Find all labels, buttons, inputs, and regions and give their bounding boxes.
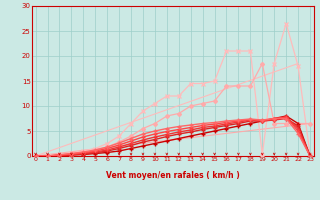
X-axis label: Vent moyen/en rafales ( km/h ): Vent moyen/en rafales ( km/h ) (106, 171, 240, 180)
